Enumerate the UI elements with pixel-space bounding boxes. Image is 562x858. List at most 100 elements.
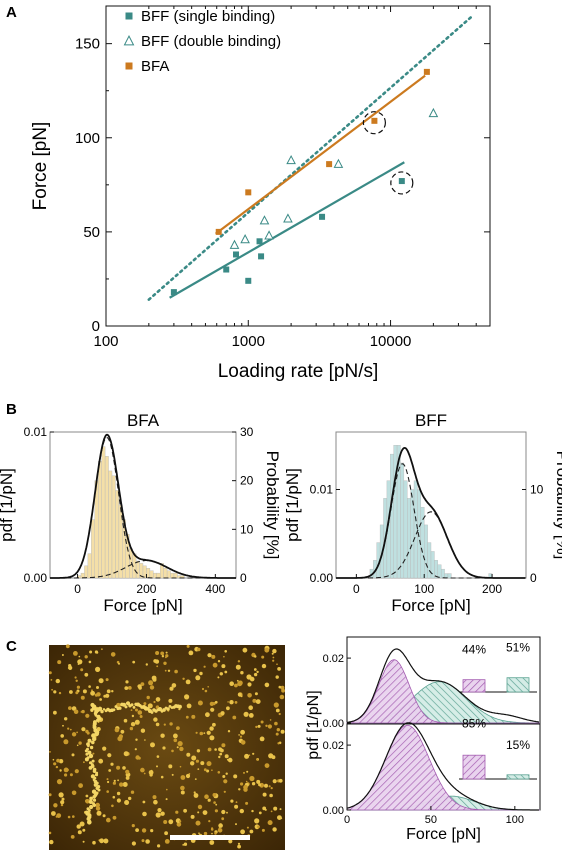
y-axis-label-right: Probability [%]: [553, 451, 562, 560]
afm-particle: [173, 733, 178, 739]
histogram-bar: [170, 572, 175, 579]
afm-strand: [91, 759, 95, 763]
afm-particle: [60, 734, 64, 738]
afm-particle: [57, 660, 62, 665]
inset-percent-label: 44%: [462, 643, 486, 657]
afm-particle: [165, 798, 168, 801]
afm-particle: [179, 765, 182, 768]
histogram-bar: [156, 572, 161, 579]
afm-particle: [55, 765, 59, 769]
afm-particle: [48, 793, 52, 797]
afm-particle: [262, 792, 267, 797]
data-point: [283, 213, 293, 223]
afm-particle: [157, 844, 161, 848]
afm-strand: [93, 782, 98, 787]
afm-particle: [67, 727, 70, 730]
afm-strand: [84, 757, 89, 762]
afm-particle: [155, 722, 160, 727]
afm-particle: [155, 812, 161, 818]
afm-particle: [65, 644, 70, 649]
afm-particle: [103, 694, 107, 698]
afm-particle: [164, 669, 167, 672]
afm-particle: [217, 676, 220, 679]
afm-particle: [129, 726, 134, 731]
y-tick-label-right: 0: [530, 571, 537, 585]
afm-particle: [85, 799, 90, 804]
afm-particle: [256, 758, 259, 761]
afm-particle: [237, 681, 243, 687]
afm-strand: [162, 708, 166, 712]
afm-particle: [153, 799, 158, 805]
afm-particle: [235, 664, 241, 670]
afm-particle: [276, 663, 278, 665]
afm-particle: [116, 798, 121, 803]
afm-particle: [268, 785, 271, 788]
afm-particle: [59, 769, 62, 772]
afm-particle: [105, 678, 109, 682]
inset-bar: [506, 774, 530, 780]
panel-letter-a: A: [6, 4, 17, 21]
data-point: [170, 289, 177, 296]
afm-particle: [116, 791, 121, 796]
afm-particle: [80, 711, 83, 713]
afm-particle: [239, 735, 243, 738]
afm-particle: [201, 687, 205, 691]
afm-particle: [205, 712, 210, 718]
afm-particle: [248, 705, 253, 710]
afm-particle: [137, 710, 143, 715]
afm-particle: [163, 661, 167, 665]
data-point: [398, 178, 405, 185]
fit-line: [215, 74, 426, 235]
data-point: [123, 35, 135, 46]
afm-particle: [218, 755, 221, 759]
afm-particle: [49, 751, 51, 753]
afm-particle: [208, 820, 211, 823]
afm-particle: [71, 790, 77, 796]
afm-particle: [253, 655, 257, 658]
afm-particle: [209, 726, 214, 731]
x-tick-label: 0: [74, 582, 81, 596]
x-tick-label: 100: [414, 582, 434, 596]
afm-particle: [80, 668, 84, 672]
afm-particle: [183, 808, 188, 813]
afm-particle: [239, 808, 244, 814]
y-tick-label: 50: [83, 224, 100, 241]
afm-particle: [255, 699, 261, 704]
afm-particle: [260, 720, 264, 724]
afm-strand: [87, 744, 90, 748]
afm-particle: [150, 829, 154, 833]
afm-strand: [166, 707, 170, 711]
afm-particle: [222, 775, 226, 778]
afm-particle: [168, 819, 174, 825]
highlight-circle: [362, 111, 387, 135]
afm-particle: [275, 675, 279, 679]
afm-particle: [212, 793, 217, 797]
x-tick-label: 0: [353, 582, 360, 596]
afm-particle: [261, 655, 265, 659]
afm-particle: [51, 688, 53, 691]
afm-particle: [112, 815, 117, 820]
histogram-bar: [434, 560, 438, 579]
pdf-component-curve: [50, 436, 236, 579]
afm-strand: [92, 736, 97, 742]
afm-particle: [245, 780, 248, 783]
afm-particle: [221, 664, 226, 669]
data-point: [286, 154, 296, 165]
afm-particle: [191, 714, 196, 719]
afm-particle: [277, 816, 280, 819]
panel-letter-c: C: [6, 638, 17, 655]
afm-particle: [280, 685, 285, 690]
histogram-bar: [111, 475, 116, 579]
afm-particle: [246, 826, 249, 829]
afm-particle: [53, 762, 57, 766]
afm-particle: [237, 660, 241, 663]
afm-particle: [240, 729, 246, 735]
afm-particle: [112, 781, 116, 785]
afm-particle: [98, 678, 104, 684]
afm-strand: [84, 749, 88, 753]
plot-frame: [105, 5, 491, 327]
afm-particle: [264, 647, 270, 653]
afm-particle: [51, 811, 56, 816]
afm-particle: [91, 689, 93, 692]
afm-particle: [261, 663, 267, 669]
